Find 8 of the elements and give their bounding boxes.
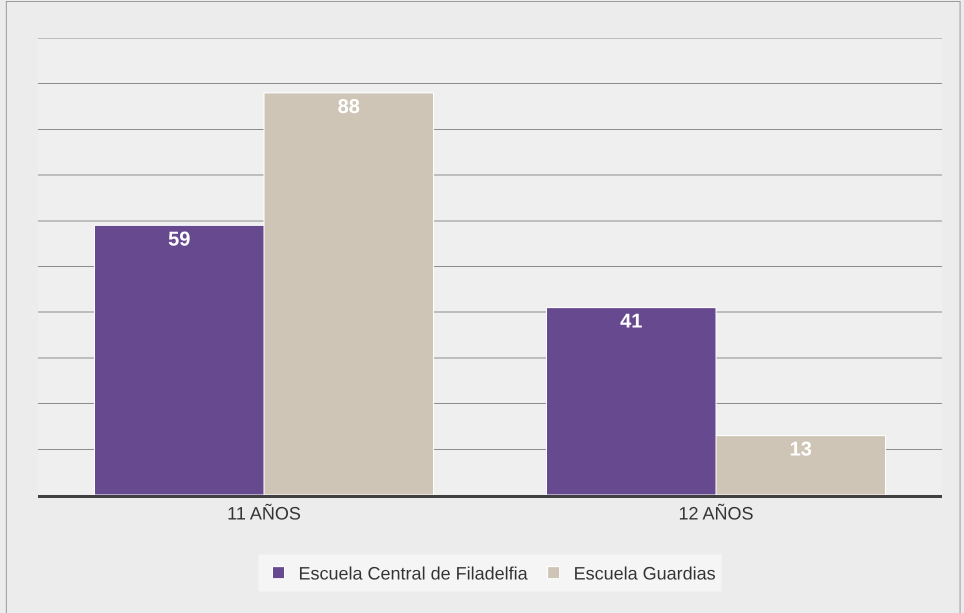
legend-label: Escuela Guardias xyxy=(574,564,716,584)
x-tick-label: 12 AÑOS xyxy=(678,504,754,524)
data-label: 13 xyxy=(790,438,812,461)
data-label: 41 xyxy=(620,310,642,333)
data-label: 59 xyxy=(168,228,190,250)
data-label: 88 xyxy=(338,96,360,118)
x-tick-label: 11 AÑOS xyxy=(227,504,301,524)
legend-label: Escuela Central de Filadelfia xyxy=(298,564,529,584)
